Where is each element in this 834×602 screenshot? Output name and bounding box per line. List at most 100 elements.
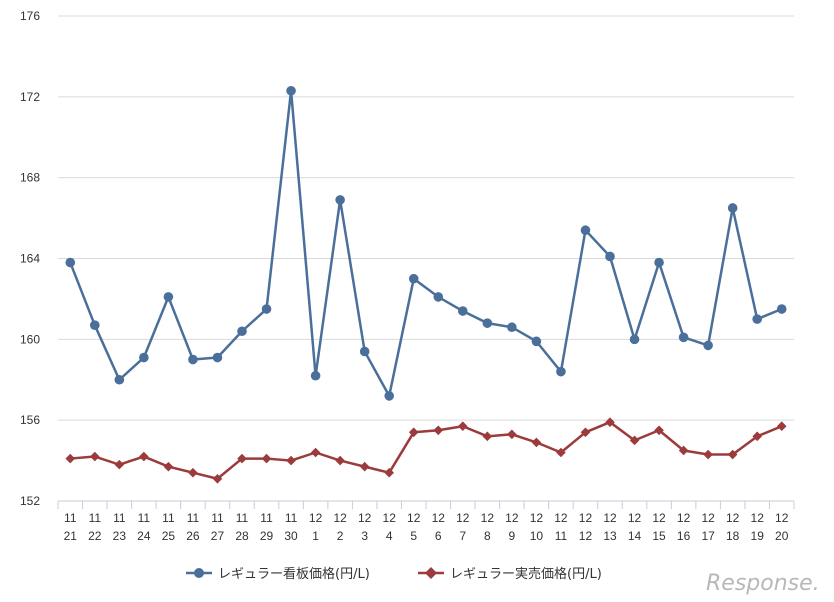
data-point[interactable]	[678, 445, 689, 456]
data-point[interactable]	[237, 326, 247, 337]
data-point[interactable]	[629, 334, 640, 345]
x-tick-label-day: 20	[775, 529, 789, 543]
x-tick-label-month: 12	[407, 511, 421, 525]
x-tick-label-day: 11	[555, 529, 568, 543]
x-tick-label-month: 12	[652, 511, 666, 525]
x-tick-label-month: 12	[603, 511, 617, 525]
data-point[interactable]	[556, 366, 566, 377]
data-point[interactable]	[482, 431, 493, 442]
x-tick-label-day: 4	[386, 529, 393, 543]
data-point[interactable]	[188, 354, 198, 365]
legend-marker-1	[425, 567, 437, 579]
data-point[interactable]	[433, 292, 444, 302]
data-point[interactable]	[703, 340, 713, 351]
data-point[interactable]	[507, 429, 517, 440]
legend-item-1[interactable]: レギュラー実売価格(円/L)	[418, 566, 602, 582]
legend-item-0[interactable]: レギュラー看板価格(円/L)	[186, 566, 370, 582]
legend-marker-0	[194, 568, 204, 578]
data-point[interactable]	[433, 425, 444, 436]
data-point[interactable]	[90, 320, 100, 330]
data-point[interactable]	[408, 273, 419, 284]
data-point[interactable]	[482, 318, 493, 328]
series-line-1	[70, 420, 783, 481]
data-point[interactable]	[531, 437, 542, 448]
data-point[interactable]	[310, 447, 321, 458]
data-point[interactable]	[188, 467, 198, 478]
data-point[interactable]	[65, 257, 76, 268]
data-point[interactable]	[212, 352, 223, 363]
data-point[interactable]	[678, 332, 689, 343]
data-point[interactable]	[556, 447, 566, 458]
x-tick-label-day: 26	[186, 529, 200, 543]
x-tick-label-day: 1	[312, 529, 319, 543]
data-point[interactable]	[408, 427, 419, 438]
data-point[interactable]	[65, 453, 76, 464]
data-point[interactable]	[605, 417, 615, 427]
data-point[interactable]	[261, 304, 272, 314]
data-point[interactable]	[359, 346, 370, 357]
data-point[interactable]	[286, 85, 296, 96]
data-point[interactable]	[654, 257, 664, 268]
legend-label-1: レギュラー実売価格(円/L)	[450, 566, 602, 582]
data-point[interactable]	[359, 461, 370, 472]
data-point[interactable]	[703, 449, 713, 460]
data-point[interactable]	[580, 225, 591, 236]
data-point[interactable]	[286, 455, 296, 466]
data-point[interactable]	[458, 306, 468, 316]
x-tick-label-month: 12	[579, 511, 593, 525]
x-tick-label-month: 12	[726, 511, 740, 525]
x-tick-label-month: 12	[358, 511, 372, 525]
data-point[interactable]	[237, 453, 247, 464]
data-point[interactable]	[384, 391, 395, 401]
data-point[interactable]	[335, 195, 345, 205]
x-tick-label-day: 19	[751, 529, 765, 543]
data-point[interactable]	[114, 459, 125, 470]
data-point[interactable]	[114, 374, 125, 385]
data-point[interactable]	[629, 435, 640, 446]
data-point[interactable]	[163, 292, 174, 302]
y-tick-label: 152	[20, 494, 40, 508]
y-tick-label: 164	[20, 252, 40, 266]
x-tick-label-month: 11	[64, 511, 77, 525]
data-point[interactable]	[139, 352, 149, 363]
data-point[interactable]	[605, 251, 615, 262]
data-point[interactable]	[139, 451, 149, 462]
data-point[interactable]	[776, 421, 787, 432]
data-point[interactable]	[335, 455, 345, 466]
y-tick-label: 156	[20, 413, 40, 427]
x-tick-label-day: 30	[284, 529, 298, 543]
y-axis: 152 156 160 164 168 172 176	[20, 9, 40, 508]
data-point[interactable]	[384, 467, 394, 478]
x-tick-label-month: 12	[554, 511, 568, 525]
data-point[interactable]	[752, 314, 762, 324]
data-point[interactable]	[212, 473, 223, 484]
series-layer	[65, 85, 787, 484]
legend-label-0: レギュラー看板価格(円/L)	[218, 566, 370, 582]
data-point[interactable]	[163, 461, 174, 472]
data-point[interactable]	[458, 421, 468, 432]
data-point[interactable]	[776, 304, 787, 314]
x-tick-label-day: 14	[628, 529, 642, 543]
x-tick-label-day: 3	[361, 529, 368, 543]
x-tick-label-month: 12	[677, 511, 691, 525]
data-point[interactable]	[531, 336, 542, 347]
y-tick-label: 172	[20, 90, 40, 104]
data-point[interactable]	[507, 322, 517, 333]
data-point[interactable]	[752, 431, 762, 442]
x-tick-label-day: 7	[459, 529, 466, 543]
data-point[interactable]	[580, 427, 591, 438]
data-point[interactable]	[654, 425, 664, 436]
data-point[interactable]	[727, 203, 738, 213]
x-tick-label-month: 11	[260, 511, 273, 525]
x-tick-label-month: 12	[701, 511, 715, 525]
x-tick-label-month: 12	[383, 511, 397, 525]
x-tick-label-day: 18	[726, 529, 740, 543]
data-point[interactable]	[90, 451, 100, 462]
legend: レギュラー看板価格(円/L) レギュラー実売価格(円/L)	[186, 566, 602, 582]
x-tick-label-month: 11	[285, 511, 298, 525]
data-point[interactable]	[727, 449, 738, 460]
data-point[interactable]	[310, 370, 321, 381]
data-point[interactable]	[261, 453, 272, 464]
x-tick-label-day: 17	[701, 529, 715, 543]
